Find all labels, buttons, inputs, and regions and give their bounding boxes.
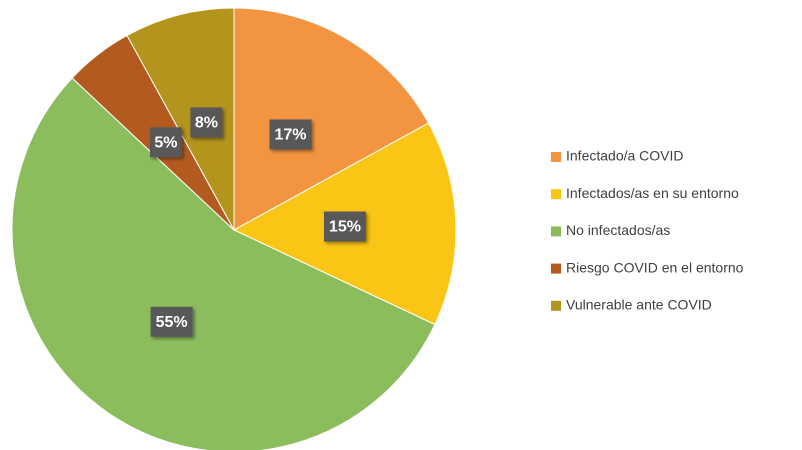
data-label-box [149, 127, 182, 158]
data-label-box [323, 211, 366, 242]
data-label-box [190, 107, 223, 138]
data-label: 15% [329, 219, 361, 236]
pie-slice [233, 7, 430, 231]
data-label: 5% [154, 135, 177, 152]
legend-label: Infectado/a COVID [566, 148, 684, 164]
data-label-box [269, 119, 312, 150]
legend-label: No infectados/as [566, 222, 670, 238]
legend-label: Riesgo COVID en el entorno [566, 259, 744, 275]
legend-label: Infectados/as en su entorno [566, 185, 739, 201]
legend-swatch [551, 263, 561, 274]
pie-slice [11, 77, 436, 450]
data-label: 8% [195, 115, 218, 132]
data-label-box [150, 306, 193, 337]
legend-label: Vulnerable ante COVID [566, 297, 712, 313]
legend-swatch [551, 152, 561, 162]
data-label: 55% [156, 314, 188, 331]
legend-swatch [551, 300, 561, 311]
data-label: 17% [274, 127, 306, 144]
pie-slice [126, 7, 235, 231]
legend-swatch [551, 226, 561, 237]
legend-swatch [551, 189, 561, 200]
